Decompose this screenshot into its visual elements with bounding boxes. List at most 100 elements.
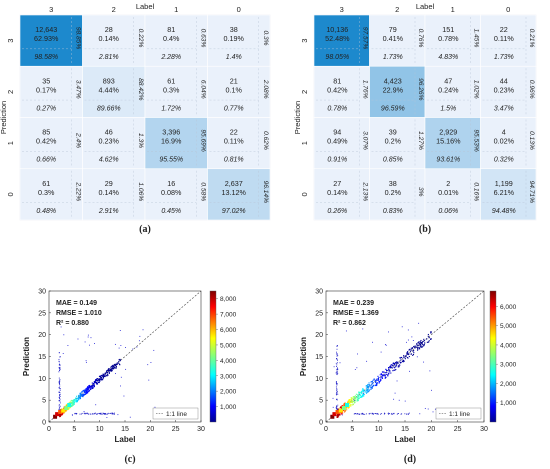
legend-box [152,407,199,420]
scatter-point [88,390,90,392]
scatter-point [59,400,61,402]
scatter-point [86,413,88,414]
scatter-point [388,371,390,373]
scatter-point [383,413,385,415]
scatter-point [372,382,374,384]
cell-total-percent: 0.02% [494,137,515,146]
scatter-point [335,406,337,408]
cell-count: 16 [167,179,175,188]
scatter-point [59,398,61,400]
scatter-point [87,390,89,392]
scatter-point [110,366,112,368]
scatter-point [379,374,381,376]
scatter-point [356,367,358,369]
scatter-point [348,406,351,408]
cell-count: 35 [42,76,50,85]
scatter-point [65,410,67,412]
scatter-point [412,340,414,341]
scatter-point [341,406,346,411]
cell-total-percent: 0.11% [494,34,514,43]
scatter-point [83,393,85,395]
scatter-point [362,391,365,393]
scatter-point [81,394,83,396]
scatter-point [66,403,68,405]
scatter-point [67,402,72,407]
scatter-point [407,339,409,341]
scatter-point [359,396,361,399]
scatter-point [98,380,100,382]
scatter-point [72,400,74,403]
cell-column-percent: 0.91% [327,157,347,164]
scatter-point [69,406,71,408]
scatter-point [90,413,92,415]
scatter-point [418,341,420,343]
scatter-point [85,389,87,391]
scatter-point [342,410,345,412]
scatter-point [357,395,359,397]
scatter-point [352,404,354,406]
scatter-point [87,336,89,338]
cell-row-percent: 96.26% [417,78,424,101]
scatter-point [338,408,343,413]
scatter-point [333,366,335,368]
matrix-cell [19,168,83,221]
scatter-point [84,341,86,343]
cell-column-percent: 4.62% [99,157,119,164]
scatter-point [96,382,98,384]
scatter-point [355,413,357,415]
scatter-point [95,380,97,382]
scatter-point [96,378,98,380]
scatter-point [411,347,413,350]
scatter-point [359,394,361,396]
scatter-point [72,404,75,406]
scatter-point [352,402,354,404]
scatter-point [351,401,353,403]
scatter-point [106,375,108,377]
scatter-point [389,413,391,414]
y-tick-label: 10 [38,376,46,383]
scatter-point [87,387,89,389]
cell-total-percent: 0.49% [327,137,348,146]
x-axis-title: Label [416,2,435,11]
scatter-point [380,377,382,379]
scatter-point [389,367,391,369]
scatter-point [59,379,61,381]
scatter-point [384,374,386,376]
scatter-point [106,373,109,375]
panel-label: (b) [419,224,431,235]
cell-count: 38 [389,179,397,188]
x-tick-label: 25 [172,426,180,433]
scatter-point [337,404,339,406]
matrix-cell [480,14,537,67]
scatter-point [84,393,87,395]
scatter-point [78,396,80,398]
scatter-point [63,412,65,414]
scatter-point [368,386,370,388]
scatter-point [420,339,422,342]
scatter-point [93,382,96,384]
scatter-point [366,391,368,393]
y-tick-label: 0 [42,420,46,427]
scatter-point [406,357,408,359]
scatter-point [59,383,60,385]
matrix-cell [369,117,426,170]
matrix-cell [144,117,208,170]
cell-row-percent: 0.3% [262,30,269,45]
scatter-point [391,412,393,414]
scatter-point [68,408,70,410]
x-tick-label: 1 [174,5,178,14]
scatter-point [393,369,395,371]
scatter-point [58,409,63,414]
scatter-point [417,346,419,348]
scatter-point [73,401,75,404]
scatter-point [93,383,95,386]
scatter-point [65,405,68,407]
scatter-point [118,362,120,364]
scatter-point [95,382,97,384]
scatter-point [59,398,60,400]
scatter-point [419,341,421,343]
matrix-cell [82,117,146,170]
colorbar-tick-label: 5,000 [500,323,517,330]
cell-count: 38 [230,25,238,34]
scatter-point [336,407,338,409]
